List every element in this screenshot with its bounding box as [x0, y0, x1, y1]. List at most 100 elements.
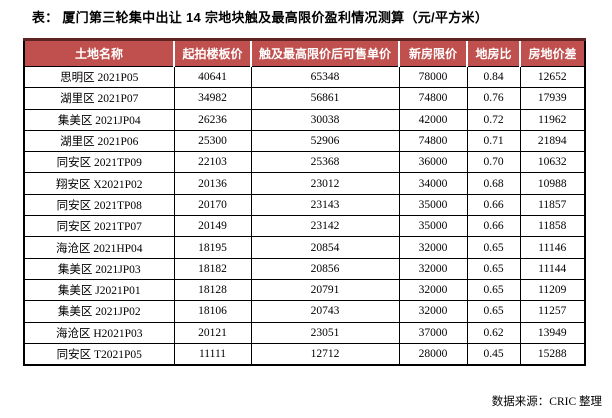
cell-house-land-price-gap: 10632	[519, 151, 586, 174]
cell-max-limit-sale-price: 20791	[250, 278, 400, 302]
table-row: 集美区 2021JP04 26236 30038 42000 0.72 11962	[23, 108, 586, 131]
cell-land-name: 同安区 2021TP08	[23, 193, 175, 217]
table-body: 思明区 2021P05 40641 65348 78000 0.84 12652 湖里区 2…	[23, 65, 586, 366]
cell-new-home-limit-price: 74800	[398, 129, 468, 153]
cell-max-limit-sale-price: 12712	[250, 342, 400, 366]
cell-new-home-limit-price: 35000	[398, 215, 468, 238]
cell-land-name: 同安区 2021TP09	[23, 151, 175, 174]
cell-floor-start-price: 26236	[173, 108, 252, 131]
table-row: 翔安区 X2021P02 20136 23012 34000 0.68 10988	[23, 172, 586, 195]
cell-land-name: 集美区 2021JP04	[23, 108, 175, 131]
table-header-row: 土地名称 起拍楼板价 触及最高限价后可售单价 新房限价 地房比 房地价差	[24, 39, 585, 67]
table-row: 同安区 2021TP07 20149 23142 35000 0.66 11858	[23, 215, 586, 238]
cell-land-name: 集美区 2021JP03	[23, 257, 175, 280]
cell-house-land-price-gap: 11858	[519, 215, 586, 238]
cell-max-limit-sale-price: 23143	[250, 193, 400, 217]
cell-land-house-ratio: 0.72	[466, 108, 521, 131]
cell-max-limit-sale-price: 20854	[250, 236, 400, 259]
cell-land-house-ratio: 0.65	[466, 300, 521, 323]
column-header-new-home-limit-price: 新房限价	[398, 39, 467, 67]
table-row: 湖里区 2021P07 34982 56861 74800 0.76 17939	[23, 87, 586, 110]
cell-floor-start-price: 20149	[173, 215, 252, 238]
cell-max-limit-sale-price: 23012	[250, 172, 400, 195]
cell-house-land-price-gap: 11209	[519, 278, 586, 302]
cell-max-limit-sale-price: 23051	[250, 321, 400, 344]
cell-land-house-ratio: 0.66	[466, 193, 521, 217]
cell-house-land-price-gap: 21894	[519, 129, 586, 153]
cell-max-limit-sale-price: 23142	[250, 215, 400, 238]
cell-floor-start-price: 20136	[173, 172, 252, 195]
table-row: 思明区 2021P05 40641 65348 78000 0.84 12652	[23, 65, 586, 89]
cell-land-house-ratio: 0.62	[466, 321, 521, 344]
cell-land-name: 同安区 2021TP07	[23, 215, 175, 238]
table-row: 同安区 T2021P05 11111 12712 28000 0.45 15288	[23, 342, 586, 366]
cell-house-land-price-gap: 13949	[519, 321, 586, 344]
cell-floor-start-price: 22103	[173, 151, 252, 174]
table-row: 集美区 2021JP02 18106 20743 32000 0.65 11257	[23, 300, 586, 323]
cell-house-land-price-gap: 11857	[519, 193, 586, 217]
cell-house-land-price-gap: 10988	[519, 172, 586, 195]
table-row: 湖里区 2021P06 25300 52906 74800 0.71 21894	[23, 129, 586, 153]
cell-land-name: 集美区 2021JP02	[23, 300, 175, 323]
cell-house-land-price-gap: 11146	[519, 236, 586, 259]
cell-max-limit-sale-price: 52906	[250, 129, 400, 153]
cell-new-home-limit-price: 32000	[398, 257, 468, 280]
cell-land-name: 翔安区 X2021P02	[23, 172, 175, 195]
cell-house-land-price-gap: 11257	[519, 300, 586, 323]
cell-floor-start-price: 25300	[173, 129, 252, 153]
table-row: 集美区 J2021P01 18128 20791 32000 0.65 11209	[23, 278, 586, 302]
cell-new-home-limit-price: 74800	[398, 87, 468, 110]
cell-land-house-ratio: 0.45	[466, 342, 521, 366]
table-row: 海沧区 2021HP04 18195 20854 32000 0.65 11146	[23, 236, 586, 259]
column-header-house-land-price-gap: 房地价差	[519, 39, 585, 67]
cell-land-name: 思明区 2021P05	[23, 65, 175, 89]
table-row: 同安区 2021TP08 20170 23143 35000 0.66 11857	[23, 193, 586, 217]
cell-land-name: 同安区 T2021P05	[23, 342, 175, 366]
cell-land-house-ratio: 0.66	[466, 215, 521, 238]
cell-new-home-limit-price: 78000	[398, 65, 468, 89]
cell-land-name: 湖里区 2021P06	[23, 129, 175, 153]
column-header-max-limit-sale-price: 触及最高限价后可售单价	[250, 39, 399, 67]
cell-new-home-limit-price: 32000	[398, 278, 468, 302]
cell-floor-start-price: 18106	[173, 300, 252, 323]
cell-new-home-limit-price: 28000	[398, 342, 468, 366]
cell-new-home-limit-price: 42000	[398, 108, 468, 131]
cell-new-home-limit-price: 34000	[398, 172, 468, 195]
table-row: 集美区 2021JP03 18182 20856 32000 0.65 11144	[23, 257, 586, 280]
cell-new-home-limit-price: 37000	[398, 321, 468, 344]
cell-new-home-limit-price: 32000	[398, 300, 468, 323]
column-header-floor-start-price: 起拍楼板价	[173, 39, 251, 67]
cell-land-name: 集美区 J2021P01	[23, 278, 175, 302]
cell-floor-start-price: 18128	[173, 278, 252, 302]
cell-max-limit-sale-price: 56861	[250, 87, 400, 110]
cell-floor-start-price: 34982	[173, 87, 252, 110]
cell-land-house-ratio: 0.65	[466, 278, 521, 302]
cell-land-house-ratio: 0.84	[466, 65, 521, 89]
cell-new-home-limit-price: 32000	[398, 236, 468, 259]
cell-land-house-ratio: 0.70	[466, 151, 521, 174]
cell-land-house-ratio: 0.71	[466, 129, 521, 153]
land-price-table: 土地名称 起拍楼板价 触及最高限价后可售单价 新房限价 地房比 房地价差 思明区…	[23, 38, 586, 367]
cell-house-land-price-gap: 11144	[519, 257, 586, 280]
page-title: 表： 厦门第三轮集中出让 14 宗地块触及最高限价盈利情况测算（元/平方米）	[31, 10, 489, 25]
cell-floor-start-price: 18182	[173, 257, 252, 280]
cell-new-home-limit-price: 35000	[398, 193, 468, 217]
cell-new-home-limit-price: 36000	[398, 151, 468, 174]
table-row: 同安区 2021TP09 22103 25368 36000 0.70 10632	[23, 151, 586, 174]
cell-land-house-ratio: 0.68	[466, 172, 521, 195]
cell-floor-start-price: 40641	[173, 65, 252, 89]
column-header-land-name: 土地名称	[24, 39, 174, 67]
table-row: 海沧区 H2021P03 20121 23051 37000 0.62 13949	[23, 321, 586, 344]
cell-floor-start-price: 20170	[173, 193, 252, 217]
cell-max-limit-sale-price: 20856	[250, 257, 400, 280]
cell-house-land-price-gap: 12652	[519, 65, 586, 89]
cell-floor-start-price: 18195	[173, 236, 252, 259]
cell-land-name: 湖里区 2021P07	[23, 87, 175, 110]
cell-house-land-price-gap: 11962	[519, 108, 586, 131]
column-header-land-house-ratio: 地房比	[466, 39, 520, 67]
data-source-note: 数据来源：CRIC 整理	[491, 396, 602, 408]
cell-floor-start-price: 20121	[173, 321, 252, 344]
cell-max-limit-sale-price: 65348	[250, 65, 400, 89]
cell-max-limit-sale-price: 20743	[250, 300, 400, 323]
cell-max-limit-sale-price: 25368	[250, 151, 400, 174]
